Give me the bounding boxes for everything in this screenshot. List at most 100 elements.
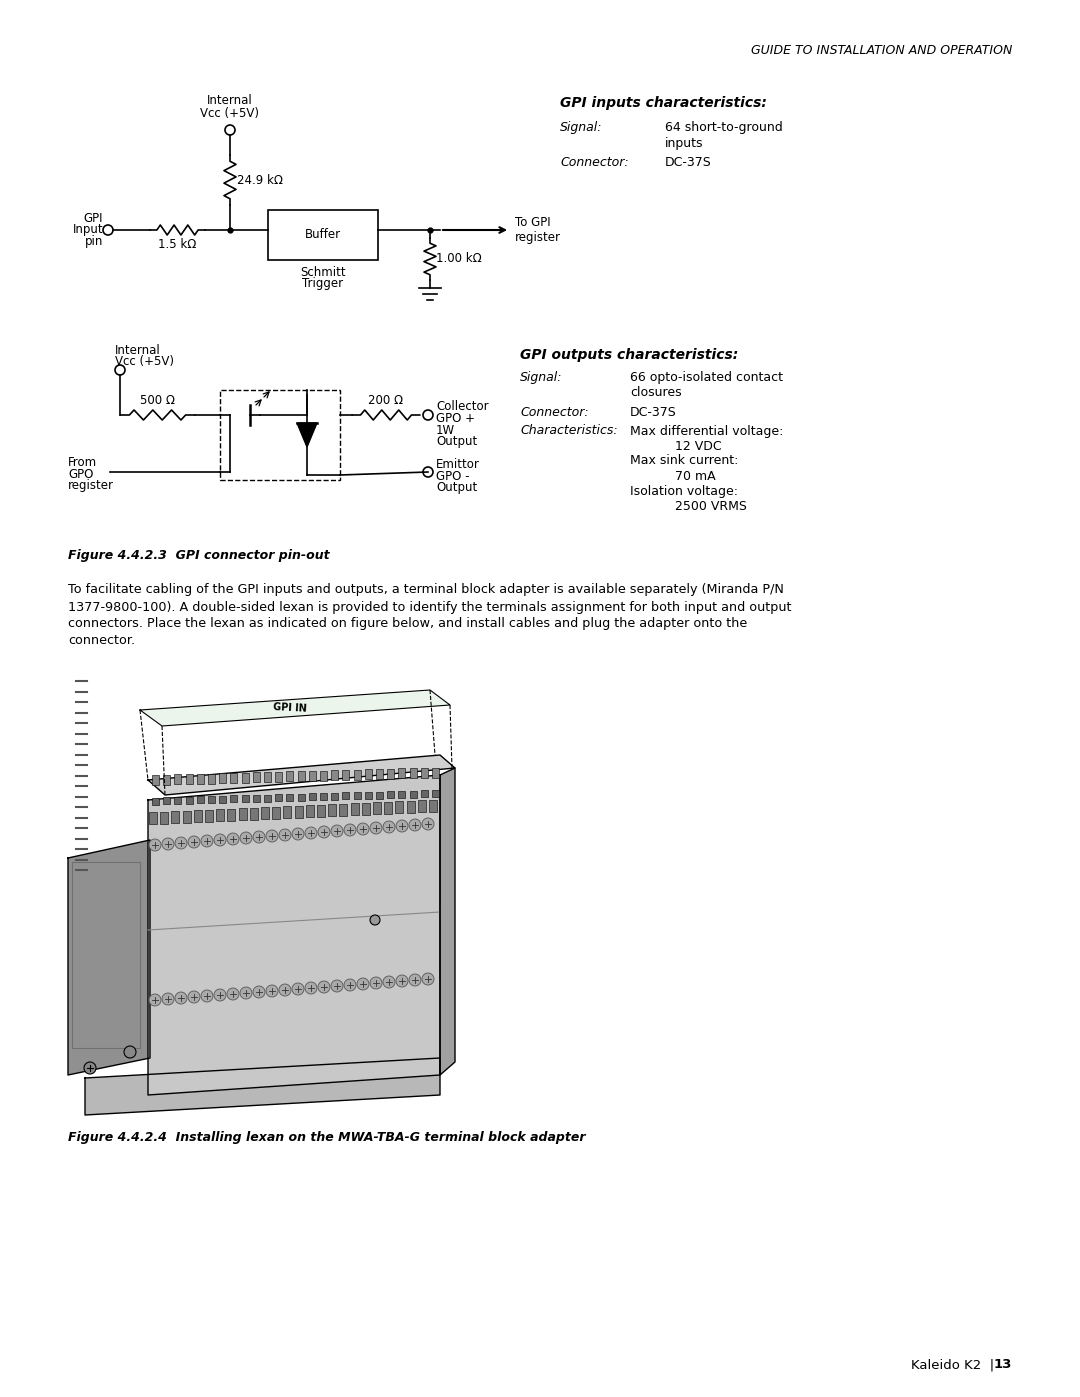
Bar [342,770,350,780]
Bar [432,767,438,778]
Bar [320,793,327,800]
Circle shape [409,974,421,986]
Bar [283,806,292,819]
Circle shape [370,915,380,925]
Circle shape [214,834,226,847]
Bar [152,775,159,785]
Circle shape [253,831,265,842]
Text: GPI outputs characteristics:: GPI outputs characteristics: [519,348,739,362]
Text: GPO -: GPO - [436,469,470,482]
Polygon shape [85,1058,440,1115]
Text: Internal: Internal [207,94,253,106]
Circle shape [370,821,382,834]
Circle shape [409,819,421,831]
Text: connector.: connector. [68,634,135,647]
Bar [388,791,394,798]
Text: GPI inputs characteristics:: GPI inputs characteristics: [561,96,767,110]
Circle shape [383,977,395,988]
Text: Schmitt: Schmitt [300,265,346,278]
Circle shape [318,826,330,838]
Text: Characteristics:: Characteristics: [519,425,618,437]
Bar [239,807,246,820]
Text: Figure 4.4.2.3  GPI connector pin-out: Figure 4.4.2.3 GPI connector pin-out [68,549,329,562]
Circle shape [227,988,239,1000]
Polygon shape [148,754,455,795]
Bar [275,771,282,782]
Bar [286,793,294,800]
Text: connectors. Place the lexan as indicated on figure below, and install cables and: connectors. Place the lexan as indicated… [68,617,747,630]
Text: 13: 13 [994,1358,1012,1372]
Circle shape [396,975,408,988]
Bar [409,768,417,778]
Bar [149,812,157,824]
Polygon shape [148,775,440,1095]
Polygon shape [140,690,450,726]
Bar [298,771,305,781]
Bar [342,792,350,799]
Bar [309,771,315,781]
Bar [365,770,372,780]
Bar [421,768,428,778]
Bar [272,806,280,819]
Bar [186,774,192,784]
Bar [353,770,361,780]
Bar [376,792,383,799]
Text: Signal:: Signal: [519,372,563,384]
Bar [174,796,181,803]
Text: register: register [68,479,114,493]
Circle shape [84,1062,96,1074]
Text: Output: Output [436,481,477,493]
Polygon shape [68,840,150,1076]
Bar [186,796,192,803]
Text: Collector: Collector [436,401,488,414]
Text: To GPI: To GPI [515,217,551,229]
Bar [318,805,325,816]
Bar [253,773,260,782]
Text: Connector:: Connector: [519,405,589,419]
Bar [208,796,215,803]
Polygon shape [297,423,318,447]
Bar [298,793,305,800]
Circle shape [149,840,161,851]
Bar [72,862,140,1048]
Bar [339,803,348,816]
Circle shape [318,981,330,993]
Bar [320,771,327,781]
Text: Trigger: Trigger [302,277,343,289]
Bar [365,792,372,799]
Bar [216,809,225,821]
Circle shape [162,993,174,1004]
Bar [309,793,315,800]
Text: Vcc (+5V): Vcc (+5V) [201,108,259,120]
Bar [219,773,226,784]
Circle shape [305,982,318,995]
Bar [163,775,171,785]
Bar [163,798,171,805]
Bar [220,390,340,481]
Circle shape [292,983,303,995]
Polygon shape [440,768,455,1076]
Bar [249,807,258,820]
Text: Figure 4.4.2.4  Installing lexan on the MWA-TBA-G terminal block adapter: Figure 4.4.2.4 Installing lexan on the M… [68,1130,585,1144]
Bar [208,774,215,784]
Bar [286,771,294,781]
Text: GUIDE TO INSTALLATION AND OPERATION: GUIDE TO INSTALLATION AND OPERATION [751,43,1012,56]
Circle shape [292,828,303,840]
Bar [253,795,260,802]
Circle shape [396,820,408,833]
Circle shape [124,1046,136,1058]
Bar [384,802,392,813]
Text: 12 VDC: 12 VDC [675,440,721,453]
Text: Output: Output [436,436,477,448]
Circle shape [330,981,343,992]
Circle shape [266,830,278,842]
Text: GPI: GPI [83,211,103,225]
Text: Isolation voltage:: Isolation voltage: [630,485,738,497]
Bar [373,802,381,814]
Text: Max sink current:: Max sink current: [630,454,739,468]
Bar [332,792,338,799]
Circle shape [345,824,356,835]
Polygon shape [230,972,249,992]
Bar [242,773,248,782]
Circle shape [370,977,382,989]
